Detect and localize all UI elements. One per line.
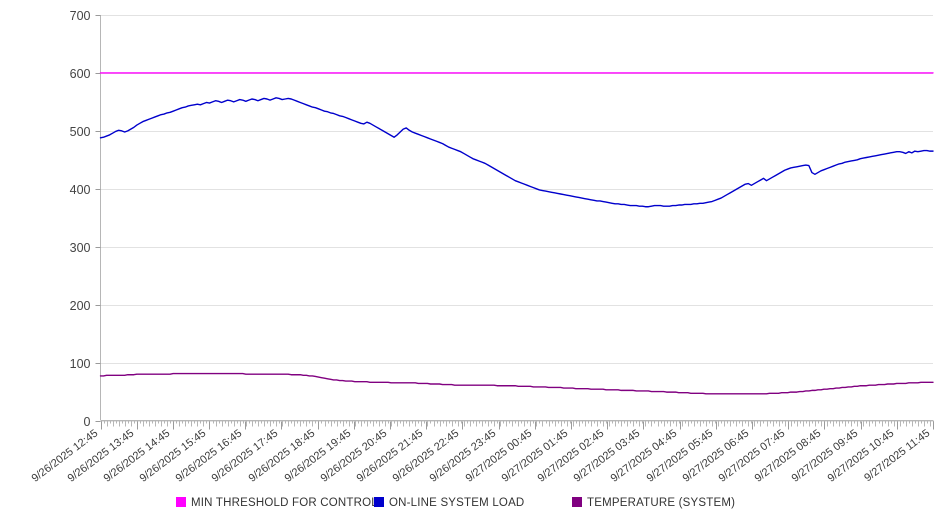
legend-swatch-0 [176,497,186,507]
x-tick-label: 9/27/2025 11:45 [862,427,932,484]
x-tick-label: 9/27/2025 08:45 [753,427,824,484]
x-axis-major-ticks [101,421,934,430]
series-line-2 [99,372,934,395]
y-tick-label: 0 [84,415,91,429]
y-tick-label: 700 [70,9,91,23]
x-axis-tick-labels: 9/26/2025 12:459/26/2025 13:459/26/2025 … [30,427,933,484]
y-tick-label: 400 [70,183,91,197]
y-axis-tick-marks [95,15,101,422]
series-line-1 [99,97,934,208]
y-tick-label: 200 [70,299,91,313]
y-axis: 0 100 200 300 400 500 600 700 [70,9,101,429]
y-axis-tick-labels: 0 100 200 300 400 500 600 700 [70,9,91,429]
x-axis: 9/26/2025 12:459/26/2025 13:459/26/2025 … [30,420,934,485]
gridlines [100,15,933,422]
legend-label-1: ON-LINE SYSTEM LOAD [389,497,524,509]
legend-label-0: MIN THRESHOLD FOR CONTROL [191,497,378,509]
legend-swatch-1 [374,497,384,507]
x-tick-label: 9/27/2025 03:45 [572,427,643,484]
x-tick-label: 9/26/2025 17:45 [210,427,281,484]
y-tick-label: 500 [70,125,91,139]
y-tick-label: 600 [70,67,91,81]
legend-label-2: TEMPERATURE (SYSTEM) [587,497,735,509]
x-tick-label: 9/26/2025 22:45 [391,427,462,484]
y-tick-label: 300 [70,241,91,255]
x-axis-minor-ticks [101,420,934,427]
y-tick-label: 100 [70,357,91,371]
legend: MIN THRESHOLD FOR CONTROL ON-LINE SYSTEM … [176,497,735,509]
series-group [99,72,934,395]
legend-swatch-2 [572,497,582,507]
